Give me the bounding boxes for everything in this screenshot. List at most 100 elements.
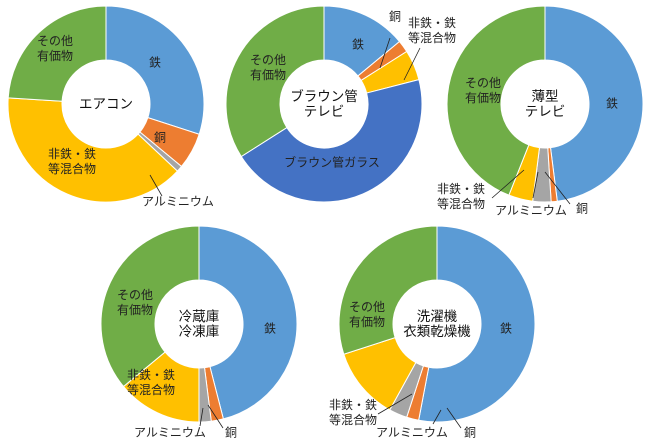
slice-label-iron: 鉄 — [149, 55, 161, 70]
slice-crt_glass — [240, 79, 423, 203]
slice-label-nonferrous: 非鉄・鉄等混合物 — [408, 15, 456, 45]
slice-label-iron: 鉄 — [264, 321, 276, 336]
leader-line-nonferrous — [403, 47, 421, 81]
slice-label-iron: 鉄 — [606, 96, 618, 111]
slice-other — [225, 5, 325, 158]
slice-label-other-line: その他 — [349, 300, 385, 314]
slice-label-copper-line: 銅 — [225, 426, 237, 440]
slice-label-aluminium: アルミニウム — [495, 204, 567, 218]
slice-label-nonferrous-line: 等混合物 — [329, 412, 377, 427]
slice-label-nonferrous: 非鉄・鉄等混合物 — [437, 181, 485, 211]
slice-label-copper-line: 銅 — [154, 131, 166, 145]
center-label: 冷蔵庫冷凍庫 — [179, 309, 220, 340]
center-label-line: ブラウン管 — [290, 88, 358, 105]
slice-label-nonferrous: 非鉄・鉄等混合物 — [48, 146, 96, 176]
slice-label-other-line: 有価物 — [250, 68, 286, 82]
slice-label-other: その他有価物 — [37, 34, 73, 63]
slice-label-iron-line: 鉄 — [149, 55, 161, 70]
slice-label-copper: 銅 — [389, 10, 401, 24]
slice-other — [338, 225, 438, 355]
slice-label-nonferrous-line: 等混合物 — [408, 30, 456, 45]
slice-nonferrous — [7, 97, 179, 203]
slice-other — [446, 5, 546, 196]
slice-iron — [198, 225, 298, 420]
slice-label-other-line: その他 — [465, 76, 501, 90]
leader-line-nonferrous — [491, 169, 525, 199]
slice-label-nonferrous-line: 非鉄・鉄 — [329, 397, 377, 412]
slice-iron — [105, 5, 205, 135]
slice-label-crt_glass-line: ブラウン管ガラス — [284, 155, 380, 170]
slice-label-other-line: 有価物 — [465, 91, 501, 105]
slice-label-copper: 銅 — [464, 426, 476, 440]
slice-label-nonferrous: 非鉄・鉄等混合物 — [127, 367, 175, 397]
donut-chart-4: 冷蔵庫冷凍庫 鉄銅 アルミニウム 非鉄・鉄等混合物 その他有価物 — [100, 225, 298, 440]
center-label-line: 洗濯機 — [417, 309, 458, 325]
center-label-line: テレビ — [525, 104, 566, 120]
leader-line-aluminium — [199, 407, 204, 427]
slice-label-nonferrous-line: 非鉄・鉄 — [48, 146, 96, 161]
slice-label-copper: 銅 — [576, 202, 588, 216]
leader-line-aluminium — [532, 171, 539, 199]
slice-label-other-line: その他 — [37, 34, 73, 48]
slice-label-other: その他有価物 — [465, 76, 501, 105]
leader-line-copper — [379, 37, 391, 69]
center-label: エアコン — [79, 97, 133, 113]
leader-line-nonferrous — [377, 393, 413, 415]
center-label: 薄型テレビ — [525, 89, 566, 120]
slice-label-copper: 銅 — [154, 131, 166, 145]
center-label-line: 冷凍庫 — [179, 324, 220, 340]
leader-line-copper — [544, 171, 571, 205]
slice-label-aluminium: アルミニウム — [134, 426, 206, 440]
slice-label-other-line: その他 — [117, 288, 153, 302]
center-label-line: エアコン — [79, 97, 133, 113]
slice-label-nonferrous-line: 非鉄・鉄 — [127, 367, 175, 382]
slice-label-nonferrous-line: 等混合物 — [48, 161, 96, 176]
slice-label-other-line: 有価物 — [349, 315, 385, 329]
slice-label-aluminium: アルミニウム — [376, 426, 448, 440]
center-label-line: 薄型 — [532, 89, 559, 105]
slice-label-other: その他有価物 — [349, 300, 385, 329]
slice-label-iron-line: 鉄 — [352, 37, 364, 52]
slice-iron — [544, 5, 644, 202]
center-label: ブラウン管テレビ — [290, 88, 358, 120]
slice-label-copper-line: 銅 — [389, 10, 401, 24]
slice-label-other: その他有価物 — [117, 288, 153, 317]
slice-label-aluminium: アルミニウム — [142, 195, 214, 209]
slice-label-iron-line: 鉄 — [606, 96, 618, 111]
slice-label-aluminium-line: アルミニウム — [142, 195, 214, 209]
leader-line-aluminium — [149, 174, 163, 197]
slice-label-nonferrous-line: 非鉄・鉄 — [408, 15, 456, 30]
center-label-line: 衣類乾燥機 — [403, 324, 471, 340]
slice-label-aluminium-line: アルミニウム — [376, 426, 448, 440]
center-label-line: テレビ — [304, 104, 345, 120]
slice-other — [7, 5, 107, 102]
slice-label-other: その他有価物 — [250, 53, 286, 82]
slice-label-other-line: その他 — [250, 53, 286, 67]
leader-line-aluminium — [432, 409, 442, 425]
center-label: 洗濯機衣類乾燥機 — [403, 309, 471, 340]
slice-label-iron-line: 鉄 — [264, 321, 276, 336]
slice-label-copper-line: 銅 — [464, 426, 476, 440]
slice-label-iron: 鉄 — [500, 321, 512, 336]
slice-label-aluminium-line: アルミニウム — [134, 426, 206, 440]
slice-label-iron-line: 鉄 — [500, 321, 512, 336]
slice-label-other-line: 有価物 — [37, 49, 73, 63]
center-label-line: 冷蔵庫 — [179, 309, 220, 325]
slice-label-aluminium-line: アルミニウム — [495, 204, 567, 218]
slice-label-iron: 鉄 — [352, 37, 364, 52]
slice-label-nonferrous: 非鉄・鉄等混合物 — [329, 397, 377, 427]
slice-other — [100, 225, 200, 388]
slice-label-crt_glass: ブラウン管ガラス — [284, 155, 380, 170]
leader-line-copper — [446, 407, 462, 429]
slice-label-nonferrous-line: 非鉄・鉄 — [437, 181, 485, 196]
leader-line-copper — [207, 404, 224, 429]
slice-label-nonferrous-line: 等混合物 — [437, 196, 485, 211]
slice-label-other-line: 有価物 — [117, 303, 153, 317]
slice-label-copper-line: 銅 — [576, 202, 588, 216]
